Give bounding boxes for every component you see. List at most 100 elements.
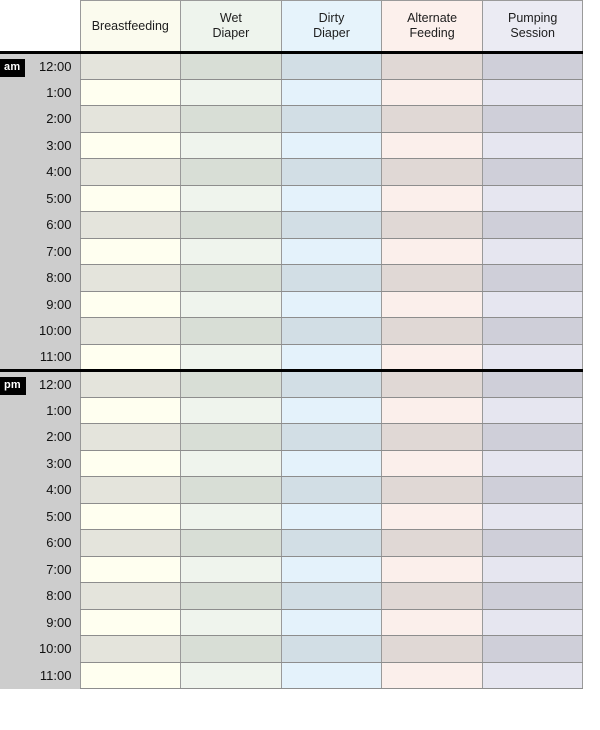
log-cell-pumping-session[interactable] [481, 476, 584, 504]
log-cell-dirty-diaper[interactable] [280, 423, 383, 451]
log-cell-wet-diaper[interactable] [180, 52, 282, 80]
log-cell-breastfeeding[interactable] [79, 344, 182, 371]
log-cell-breastfeeding[interactable] [79, 369, 182, 398]
log-cell-dirty-diaper[interactable] [280, 369, 383, 398]
log-cell-dirty-diaper[interactable] [280, 529, 383, 557]
log-cell-wet-diaper[interactable] [180, 635, 282, 663]
log-cell-wet-diaper[interactable] [180, 556, 282, 583]
log-cell-wet-diaper[interactable] [180, 344, 282, 371]
log-cell-pumping-session[interactable] [481, 132, 584, 159]
log-cell-alternate-feeding[interactable] [381, 556, 483, 583]
log-cell-wet-diaper[interactable] [180, 238, 282, 265]
log-cell-pumping-session[interactable] [481, 503, 584, 530]
log-cell-pumping-session[interactable] [481, 185, 584, 212]
log-cell-alternate-feeding[interactable] [381, 158, 483, 186]
log-cell-dirty-diaper[interactable] [280, 450, 383, 477]
log-cell-pumping-session[interactable] [481, 423, 584, 451]
log-cell-breastfeeding[interactable] [79, 503, 182, 530]
log-cell-alternate-feeding[interactable] [381, 238, 483, 265]
log-cell-wet-diaper[interactable] [180, 291, 282, 318]
log-cell-wet-diaper[interactable] [180, 317, 282, 345]
log-cell-pumping-session[interactable] [481, 264, 584, 292]
log-cell-pumping-session[interactable] [481, 291, 584, 318]
log-cell-dirty-diaper[interactable] [280, 238, 383, 265]
log-cell-breastfeeding[interactable] [79, 397, 182, 424]
log-cell-breastfeeding[interactable] [79, 317, 182, 345]
log-cell-dirty-diaper[interactable] [280, 476, 383, 504]
log-cell-breastfeeding[interactable] [79, 609, 182, 636]
log-cell-alternate-feeding[interactable] [381, 423, 483, 451]
log-cell-breastfeeding[interactable] [79, 105, 182, 133]
log-cell-pumping-session[interactable] [481, 317, 584, 345]
log-cell-alternate-feeding[interactable] [381, 344, 483, 371]
log-cell-alternate-feeding[interactable] [381, 635, 483, 663]
log-cell-alternate-feeding[interactable] [381, 476, 483, 504]
log-cell-breastfeeding[interactable] [79, 529, 182, 557]
log-cell-alternate-feeding[interactable] [381, 291, 483, 318]
log-cell-pumping-session[interactable] [481, 105, 584, 133]
log-cell-alternate-feeding[interactable] [381, 450, 483, 477]
log-cell-alternate-feeding[interactable] [381, 105, 483, 133]
log-cell-pumping-session[interactable] [481, 635, 584, 663]
log-cell-dirty-diaper[interactable] [280, 662, 383, 689]
log-cell-dirty-diaper[interactable] [280, 185, 383, 212]
log-cell-dirty-diaper[interactable] [280, 635, 383, 663]
log-cell-alternate-feeding[interactable] [381, 503, 483, 530]
log-cell-breastfeeding[interactable] [79, 423, 182, 451]
log-cell-alternate-feeding[interactable] [381, 609, 483, 636]
log-cell-wet-diaper[interactable] [180, 132, 282, 159]
log-cell-breastfeeding[interactable] [79, 52, 182, 80]
log-cell-pumping-session[interactable] [481, 79, 584, 106]
log-cell-wet-diaper[interactable] [180, 582, 282, 610]
log-cell-dirty-diaper[interactable] [280, 344, 383, 371]
log-cell-pumping-session[interactable] [481, 556, 584, 583]
log-cell-alternate-feeding[interactable] [381, 264, 483, 292]
log-cell-dirty-diaper[interactable] [280, 556, 383, 583]
log-cell-breastfeeding[interactable] [79, 476, 182, 504]
log-cell-dirty-diaper[interactable] [280, 52, 383, 80]
log-cell-breastfeeding[interactable] [79, 264, 182, 292]
log-cell-pumping-session[interactable] [481, 238, 584, 265]
log-cell-alternate-feeding[interactable] [381, 52, 483, 80]
log-cell-alternate-feeding[interactable] [381, 185, 483, 212]
log-cell-wet-diaper[interactable] [180, 79, 282, 106]
log-cell-wet-diaper[interactable] [180, 476, 282, 504]
log-cell-dirty-diaper[interactable] [280, 211, 383, 239]
log-cell-breastfeeding[interactable] [79, 662, 182, 689]
log-cell-alternate-feeding[interactable] [381, 397, 483, 424]
log-cell-breastfeeding[interactable] [79, 556, 182, 583]
log-cell-dirty-diaper[interactable] [280, 105, 383, 133]
log-cell-dirty-diaper[interactable] [280, 397, 383, 424]
log-cell-pumping-session[interactable] [481, 397, 584, 424]
log-cell-wet-diaper[interactable] [180, 529, 282, 557]
log-cell-dirty-diaper[interactable] [280, 132, 383, 159]
log-cell-breastfeeding[interactable] [79, 211, 182, 239]
log-cell-wet-diaper[interactable] [180, 185, 282, 212]
log-cell-pumping-session[interactable] [481, 609, 584, 636]
log-cell-breastfeeding[interactable] [79, 158, 182, 186]
log-cell-wet-diaper[interactable] [180, 397, 282, 424]
log-cell-breastfeeding[interactable] [79, 79, 182, 106]
log-cell-pumping-session[interactable] [481, 662, 584, 689]
log-cell-alternate-feeding[interactable] [381, 582, 483, 610]
log-cell-dirty-diaper[interactable] [280, 291, 383, 318]
log-cell-wet-diaper[interactable] [180, 369, 282, 398]
log-cell-wet-diaper[interactable] [180, 609, 282, 636]
log-cell-wet-diaper[interactable] [180, 662, 282, 689]
log-cell-breastfeeding[interactable] [79, 582, 182, 610]
log-cell-pumping-session[interactable] [481, 582, 584, 610]
log-cell-pumping-session[interactable] [481, 450, 584, 477]
log-cell-dirty-diaper[interactable] [280, 609, 383, 636]
log-cell-breastfeeding[interactable] [79, 238, 182, 265]
log-cell-pumping-session[interactable] [481, 52, 584, 80]
log-cell-dirty-diaper[interactable] [280, 503, 383, 530]
log-cell-breastfeeding[interactable] [79, 450, 182, 477]
log-cell-pumping-session[interactable] [481, 158, 584, 186]
log-cell-dirty-diaper[interactable] [280, 79, 383, 106]
log-cell-wet-diaper[interactable] [180, 211, 282, 239]
log-cell-wet-diaper[interactable] [180, 450, 282, 477]
log-cell-alternate-feeding[interactable] [381, 369, 483, 398]
log-cell-breastfeeding[interactable] [79, 132, 182, 159]
log-cell-wet-diaper[interactable] [180, 105, 282, 133]
log-cell-alternate-feeding[interactable] [381, 211, 483, 239]
